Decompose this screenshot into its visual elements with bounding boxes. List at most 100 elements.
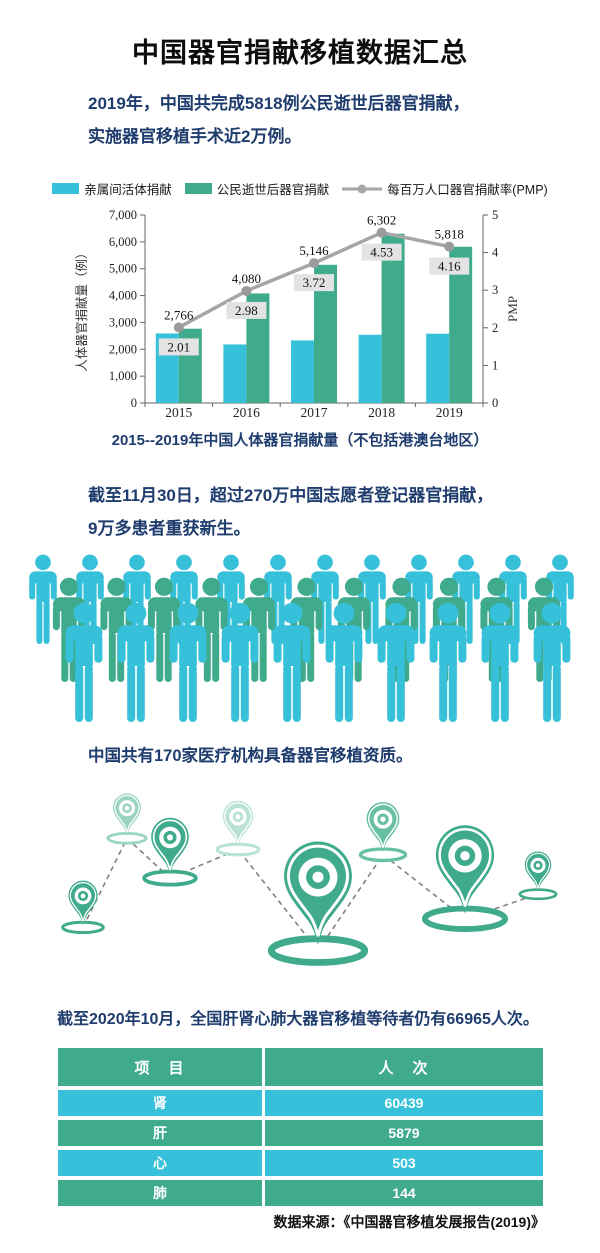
pmp-marker-icon xyxy=(376,227,387,238)
left-axis-title: 人体器官捐献量（例） xyxy=(74,246,89,371)
bar-value-label: 2,766 xyxy=(164,307,194,322)
map-pin-icon xyxy=(222,800,254,848)
year-label: 2016 xyxy=(233,405,260,420)
pmp-label-box xyxy=(158,338,199,356)
left-axis-tick: 7,000 xyxy=(109,208,137,222)
bar-value-label: 4,080 xyxy=(232,271,261,286)
map-pin-icon xyxy=(150,816,190,876)
bar-value-label: 6,302 xyxy=(367,213,396,228)
legend-label-deceased: 公民逝世后器官捐献 xyxy=(216,183,330,197)
left-axis-tick: 4,000 xyxy=(109,289,137,303)
intro-line-2: 实施器官移植手术近2万例。 xyxy=(88,127,302,146)
chart-caption: 2015--2019年中国人体器官捐献量（不包括港澳台地区） xyxy=(111,432,489,449)
organ-name: 肺 xyxy=(58,1180,265,1206)
legend-item-deceased: 公民逝世后器官捐献 xyxy=(184,179,330,198)
chart-legend: 亲属间活体捐献 公民逝世后器官捐献 每百万人口器官捐献率(PMP) xyxy=(0,179,600,198)
dashed-route-line xyxy=(82,836,539,952)
organ-name: 肝 xyxy=(58,1120,265,1146)
organ-count: 144 xyxy=(265,1180,543,1206)
waiting-list-table: 项 目 人 次 肾 60439 肝 5879 心 503 肺 144 xyxy=(58,1044,543,1210)
registration-line-2: 9万多患者重获新生。 xyxy=(88,519,251,538)
pmp-value-label: 4.16 xyxy=(438,259,461,274)
right-axis-title: PMP xyxy=(505,296,520,322)
pmp-label-box xyxy=(361,243,402,261)
right-axis-tick: 2 xyxy=(492,321,498,335)
right-axis-tick: 5 xyxy=(492,208,498,222)
bar-living xyxy=(223,344,247,403)
right-axis-tick: 3 xyxy=(492,283,498,297)
map-pin-icon xyxy=(282,839,354,947)
bar-value-label: 5,818 xyxy=(435,227,464,242)
organ-count: 503 xyxy=(265,1150,543,1176)
legend-item-pmp: 每百万人口器官捐献率(PMP) xyxy=(342,179,548,198)
registration-text: 截至11月30日，超过270万中国志愿者登记器官捐献， 9万多患者重获新生。 xyxy=(88,479,493,545)
header-count: 人 次 xyxy=(265,1048,543,1086)
left-axis-tick: 1,000 xyxy=(109,369,137,383)
right-axis-tick: 0 xyxy=(492,396,498,410)
person-icon xyxy=(29,554,57,644)
pmp-value-label: 2.01 xyxy=(167,339,190,354)
bar-deceased xyxy=(449,246,473,403)
data-source: 数据来源：《中国器官移植发展报告(2019)》 xyxy=(273,1214,545,1230)
donation-bar-line-chart: 0 1,000 2,000 3,000 4,000 5,000 6,000 7,000 0 1 2 3… xyxy=(74,208,520,420)
left-axis-tick: 6,000 xyxy=(109,235,137,249)
pmp-value-label: 4.53 xyxy=(370,245,393,260)
map-pin-icon xyxy=(112,792,142,837)
map-pin-icon xyxy=(67,879,99,926)
left-axis-tick: 0 xyxy=(131,396,137,410)
bar-living xyxy=(291,340,314,403)
bar-living xyxy=(358,334,382,403)
map-pin-icon xyxy=(524,850,552,893)
intro-line-1: 2019年，中国共完成5818例公民逝世后器官捐献， xyxy=(88,94,470,113)
legend-label-living: 亲属间活体捐献 xyxy=(84,183,172,197)
bar-deceased xyxy=(381,233,405,403)
left-axis-tick: 5,000 xyxy=(109,262,137,276)
pmp-line xyxy=(173,227,455,333)
table-header-row: 项 目 人 次 xyxy=(58,1048,543,1086)
right-axis-tick: 1 xyxy=(492,358,498,372)
year-label: 2018 xyxy=(368,405,395,420)
year-label: 2015 xyxy=(165,405,192,420)
cyan-swatch-icon xyxy=(52,183,80,194)
pmp-label-box xyxy=(294,274,334,292)
organ-count: 5879 xyxy=(265,1120,543,1146)
bar-deceased xyxy=(246,293,270,403)
pmp-value-label: 2.98 xyxy=(235,303,258,318)
year-label: 2019 xyxy=(436,405,463,420)
page-title: 中国器官捐献移植数据汇总 xyxy=(132,38,468,68)
organ-name: 肾 xyxy=(58,1090,265,1116)
pmp-label-box xyxy=(429,257,470,275)
pmp-value-label: 3.72 xyxy=(303,275,326,290)
intro-text: 2019年，中国共完成5818例公民逝世后器官捐献， 实施器官移植手术近2万例。 xyxy=(88,87,470,153)
organ-name: 心 xyxy=(58,1150,265,1176)
waiting-list-text: 截至2020年10月，全国肝肾心肺大器官移植等待者仍有66965人次。 xyxy=(57,1011,539,1028)
pmp-label-box xyxy=(226,301,267,319)
map-pin-icon xyxy=(434,823,496,916)
legend-label-pmp: 每百万人口器官捐献率(PMP) xyxy=(387,183,548,197)
table-row: 肾 60439 xyxy=(58,1090,543,1116)
left-axis-tick: 2,000 xyxy=(109,342,137,356)
bar-value-label: 5,146 xyxy=(299,243,329,258)
bar-living xyxy=(426,333,450,403)
pmp-marker-icon xyxy=(241,285,252,296)
left-axis-tick: 3,000 xyxy=(109,315,137,329)
line-marker-icon xyxy=(342,184,383,193)
green-swatch-icon xyxy=(184,183,212,194)
pmp-marker-icon xyxy=(173,322,184,333)
pmp-marker-icon xyxy=(309,258,319,269)
right-axis-tick: 4 xyxy=(492,246,499,260)
map-pin-icon xyxy=(365,801,401,853)
registration-line-1: 截至11月30日，超过270万中国志愿者登记器官捐献， xyxy=(88,486,494,505)
table-row: 肺 144 xyxy=(58,1180,543,1206)
institutions-text: 中国共有170家医疗机构具备器官移植资质。 xyxy=(88,747,413,765)
table-row: 肝 5879 xyxy=(58,1120,543,1146)
bar-deceased xyxy=(314,264,337,403)
organ-count: 60439 xyxy=(265,1090,543,1116)
map-pins-illustration xyxy=(61,792,558,966)
pmp-marker-icon xyxy=(444,241,455,252)
crowd-illustration xyxy=(29,554,574,722)
year-label: 2017 xyxy=(301,405,328,420)
table-row: 心 503 xyxy=(58,1150,543,1176)
legend-item-living: 亲属间活体捐献 xyxy=(52,179,172,198)
